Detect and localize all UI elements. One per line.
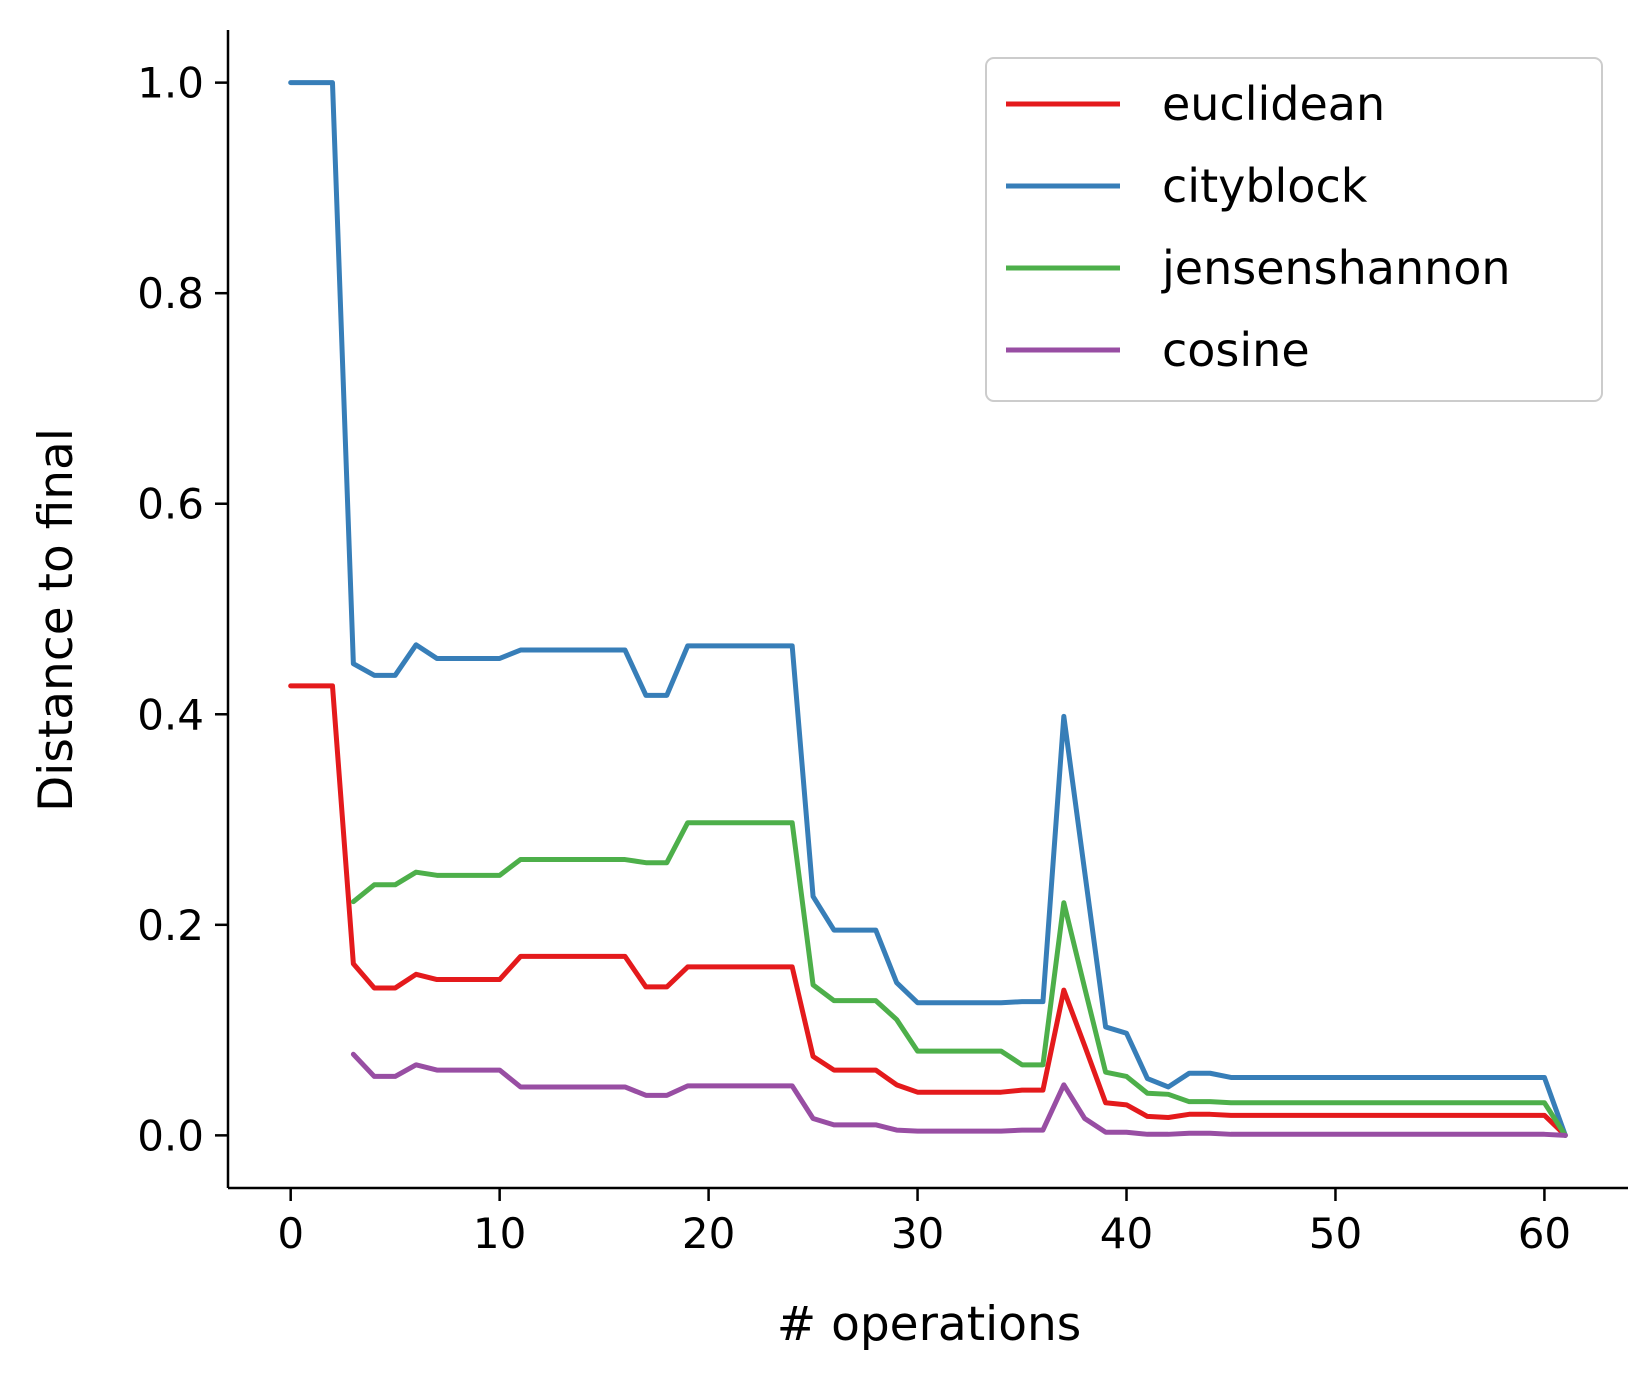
x-tick-label: 50 (1309, 1209, 1362, 1258)
series-layer (288, 80, 1568, 1138)
x-axis-label: # operations (777, 1297, 1081, 1352)
x-tick-label: 30 (891, 1209, 944, 1258)
x-tick-label: 0 (277, 1209, 304, 1258)
y-tick-label: 0.4 (137, 690, 204, 739)
x-tick-label: 10 (473, 1209, 526, 1258)
series-line-cosine (350, 1051, 1568, 1138)
series-line-cityblock (288, 80, 1568, 1138)
y-axis-label: Distance to final (29, 428, 84, 812)
y-tick-label: 0.2 (137, 901, 204, 950)
series-line-jensenshannon (350, 820, 1568, 1138)
legend-frame (985, 57, 1603, 402)
y-tick-label: 0.6 (137, 480, 204, 529)
legend-label-jensenshannon: jensenshannon (1161, 241, 1511, 295)
axes: 0 10 20 30 40 50 60 0.0 0.2 0.4 0.6 0.8 1.0 (137, 30, 1628, 1258)
legend-label-euclidean: euclidean (1162, 77, 1385, 131)
legend-label-cityblock: cityblock (1162, 159, 1368, 213)
x-tick-label: 40 (1100, 1209, 1153, 1258)
y-tick-label: 0.0 (137, 1111, 204, 1160)
x-tick-label: 20 (682, 1209, 735, 1258)
series-line-euclidean (288, 683, 1568, 1138)
x-tick-label: 60 (1518, 1209, 1571, 1258)
y-tick-label: 0.8 (137, 269, 204, 318)
legend: euclidean cityblock jensenshannon cosine (985, 57, 1603, 402)
legend-label-cosine: cosine (1162, 323, 1310, 377)
y-tick-label: 1.0 (137, 59, 204, 108)
